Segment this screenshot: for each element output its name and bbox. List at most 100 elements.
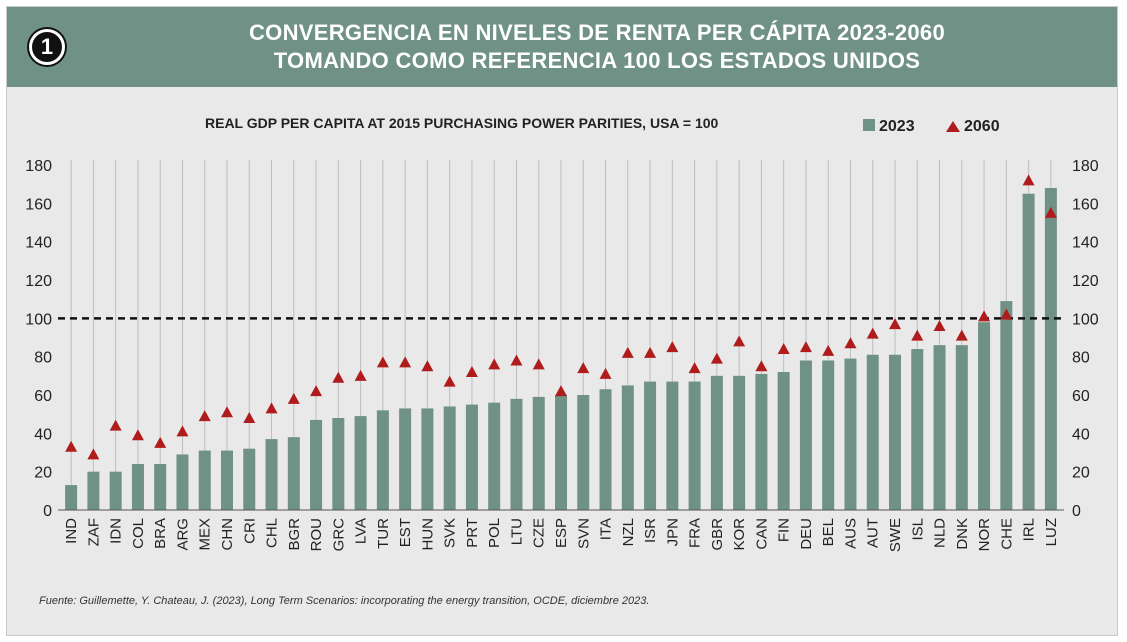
y-tick-label-right: 20 (1072, 465, 1090, 482)
bar-2023-can (755, 373, 768, 510)
x-tick-label: CHL (264, 518, 281, 548)
x-tick-label: NLD (932, 518, 949, 548)
marker-2060-kor (733, 335, 746, 347)
marker-2060-deu (799, 341, 812, 353)
y-tick-label-left: 0 (43, 503, 52, 520)
x-tick-label: NOR (976, 518, 993, 552)
x-tick-label: ARG (174, 518, 191, 551)
bar-2023-cze (532, 396, 545, 510)
x-tick-label: GRC (330, 518, 347, 552)
marker-2060-rou (310, 385, 323, 397)
y-tick-label-right: 100 (1072, 311, 1099, 328)
legend-label-2023: 2023 (879, 118, 915, 135)
y-tick-label-left: 60 (34, 388, 52, 405)
marker-2060-bra (154, 436, 167, 448)
marker-2060-ind (65, 440, 78, 452)
bar-2023-isl (911, 349, 924, 510)
bar-2023-est (399, 408, 412, 510)
marker-2060-can (755, 360, 768, 372)
x-tick-label: TUR (375, 518, 392, 549)
bar-2023-isr (644, 381, 657, 510)
bar-2023-pol (488, 402, 501, 510)
y-tick-label-left: 180 (25, 158, 52, 175)
bar-2023-che (1000, 301, 1013, 510)
marker-2060-nld (933, 320, 946, 331)
bar-2023-bra (154, 464, 167, 510)
x-tick-label: FIN (776, 518, 793, 542)
bar-2023-kor (733, 375, 746, 510)
marker-2060-luz (1044, 206, 1057, 218)
x-tick-label: IDN (108, 518, 125, 544)
x-tick-label: ROU (308, 518, 325, 551)
marker-2060-esp (555, 385, 567, 397)
bar-2023-irl (1022, 193, 1035, 510)
y-tick-label-left: 120 (25, 273, 52, 290)
bar-2023-luz (1044, 188, 1057, 510)
x-tick-label: JPN (664, 518, 681, 546)
marker-2060-bel (822, 344, 835, 356)
marker-2060-nzl (621, 346, 634, 358)
x-tick-label: BGR (286, 518, 303, 551)
bar-2023-ind (65, 485, 78, 510)
marker-2060-svk (443, 375, 456, 387)
marker-2060-jpn (666, 341, 679, 353)
bar-2023-grc (332, 418, 345, 510)
x-tick-label: ESP (553, 518, 570, 548)
x-tick-label: AUT (865, 518, 882, 548)
marker-2060-bgr (287, 392, 300, 404)
bar-2023-lva (354, 416, 367, 510)
bar-2023-svn (577, 395, 590, 510)
bar-2023-aus (844, 358, 857, 510)
x-tick-label: DEU (798, 518, 815, 550)
marker-2060-est (399, 356, 412, 368)
bar-2023-bgr (287, 437, 300, 510)
marker-2060-aut (866, 327, 879, 339)
bar-2023-swe (889, 354, 901, 510)
x-tick-label: CAN (753, 518, 770, 550)
marker-2060-swe (889, 318, 901, 330)
bar-2023-jpn (666, 381, 679, 510)
marker-2060-cze (532, 358, 545, 370)
bar-2023-tur (376, 410, 389, 510)
x-tick-label: LUZ (1043, 518, 1060, 546)
x-tick-label: LVA (353, 518, 370, 544)
marker-2060-lva (354, 369, 367, 381)
marker-2060-pol (488, 358, 501, 370)
x-tick-label: ISR (642, 518, 659, 543)
x-tick-label: KOR (731, 518, 748, 551)
marker-2060-ita (599, 367, 612, 379)
y-tick-label-left: 100 (25, 311, 52, 328)
bar-2023-arg (176, 454, 189, 510)
y-tick-label-right: 0 (1072, 503, 1081, 520)
y-tick-label-left: 80 (34, 350, 52, 367)
bar-2023-bel (822, 360, 835, 510)
title-line-2: TOMANDO COMO REFERENCIA 100 LOS ESTADOS … (273, 48, 921, 73)
x-tick-label: ITA (598, 518, 615, 540)
bar-2023-prt (465, 404, 478, 510)
bar-2023-fin (777, 372, 790, 510)
title-line-1: CONVERGENCIA EN NIVELES DE RENTA PER CÁP… (248, 20, 946, 45)
x-tick-label: SWE (887, 518, 904, 552)
y-tick-label-right: 140 (1072, 235, 1099, 252)
marker-2060-che (1000, 308, 1013, 320)
x-tick-label: DNK (954, 518, 971, 550)
bar-2023-aut (866, 354, 879, 510)
page-title: CONVERGENCIA EN NIVELES DE RENTA PER CÁP… (127, 19, 1067, 75)
marker-2060-tur (376, 356, 389, 368)
header-bar: 1 CONVERGENCIA EN NIVELES DE RENTA PER C… (7, 7, 1117, 87)
y-tick-label-left: 20 (34, 465, 52, 482)
bar-2023-hun (421, 408, 434, 510)
y-tick-label-right: 40 (1072, 426, 1090, 443)
y-tick-label-right: 120 (1072, 273, 1099, 290)
x-tick-label: MEX (197, 518, 214, 551)
bar-2023-chl (265, 439, 278, 510)
marker-2060-isl (911, 329, 924, 341)
x-tick-label: CRI (241, 518, 258, 544)
x-tick-label: CHN (219, 518, 236, 551)
x-tick-label: GBR (709, 518, 726, 551)
bar-2023-nld (933, 345, 946, 510)
marker-2060-arg (176, 425, 189, 437)
x-tick-label: SVK (442, 518, 459, 548)
bar-2023-ltu (510, 398, 523, 510)
